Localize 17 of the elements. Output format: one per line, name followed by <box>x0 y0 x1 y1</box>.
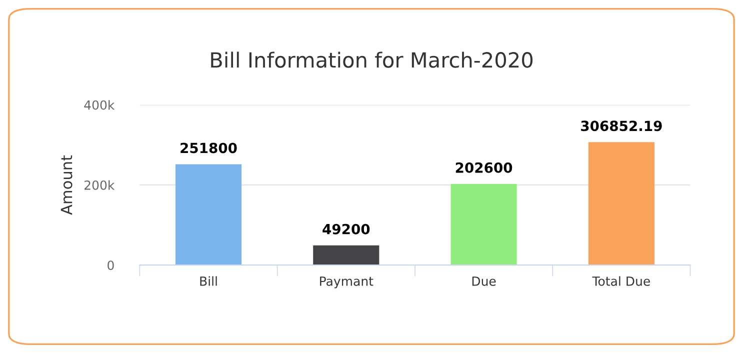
data-label: 202600 <box>456 162 512 173</box>
y-tick-label: 0 <box>108 260 114 270</box>
bar <box>588 142 654 266</box>
chart-title: Bill Information for March-2020 <box>211 52 533 68</box>
x-tick-label: Due <box>472 276 496 286</box>
y-tick-label: 200k <box>84 180 115 190</box>
x-tick-label: Paymant <box>320 276 374 288</box>
bar <box>313 245 380 266</box>
y-axis-title: Amount <box>60 155 72 215</box>
data-label: 49200 <box>322 224 370 234</box>
bar <box>450 184 517 266</box>
bar <box>175 164 242 266</box>
x-tick-label: Total Due <box>592 276 650 286</box>
data-label: 251800 <box>180 142 237 154</box>
data-label: 306852.19 <box>581 120 662 132</box>
y-tick-label: 400k <box>84 100 115 110</box>
x-tick-label: Bill <box>200 276 217 286</box>
